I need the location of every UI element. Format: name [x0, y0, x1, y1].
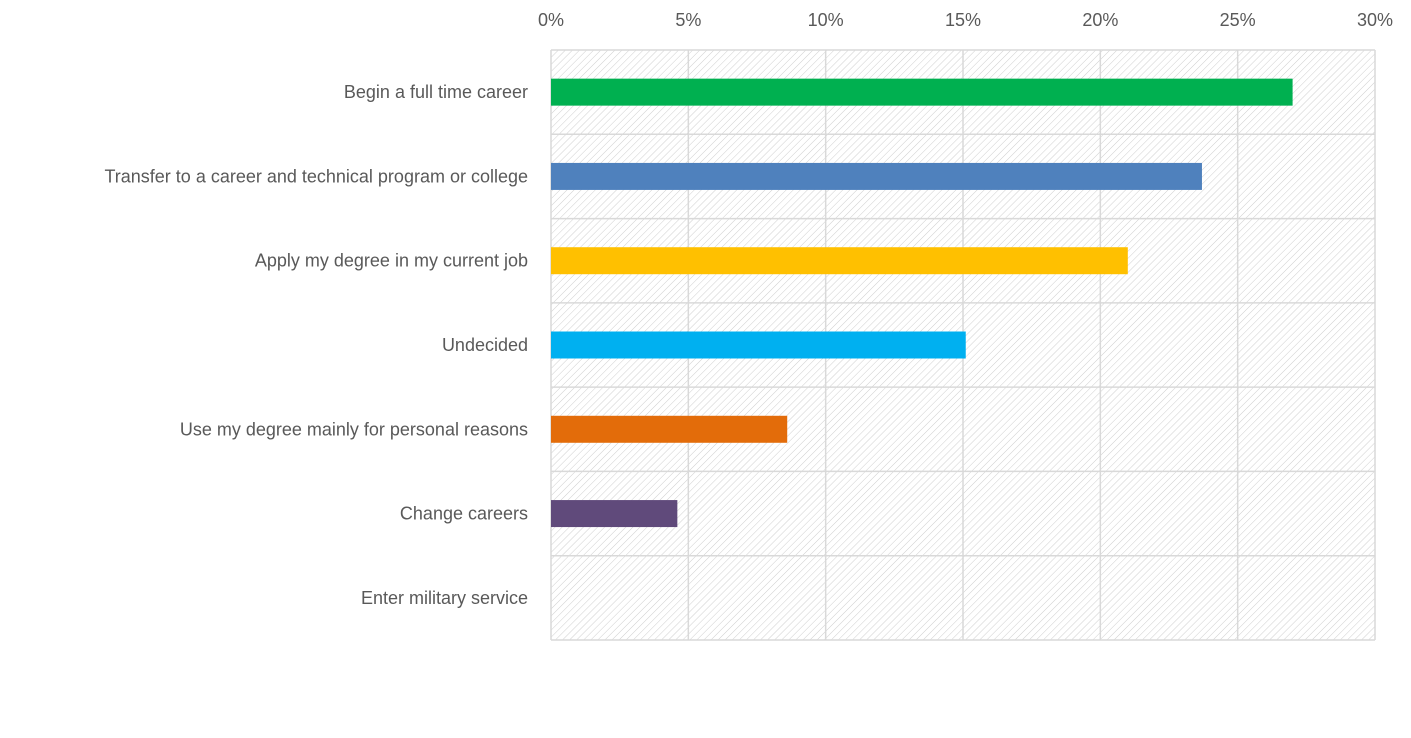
bar — [551, 500, 678, 528]
x-tick-label: 5% — [675, 10, 701, 30]
bar — [551, 331, 966, 359]
category-label: Begin a full time career — [344, 82, 528, 102]
x-tick-label: 0% — [538, 10, 564, 30]
category-label: Undecided — [442, 335, 528, 355]
category-labels: Begin a full time career Transfer to a ca… — [104, 82, 528, 608]
category-label: Transfer to a career and technical progr… — [104, 166, 528, 186]
category-label: Enter military service — [361, 588, 528, 608]
bar — [551, 162, 1202, 190]
bar — [551, 78, 1293, 106]
bar — [551, 247, 1128, 275]
x-axis-ticks: 0% 5% 10% 15% 20% 25% 30% — [538, 10, 1393, 30]
x-tick-label: 10% — [808, 10, 844, 30]
category-label: Apply my degree in my current job — [255, 251, 528, 271]
x-tick-label: 25% — [1220, 10, 1256, 30]
x-tick-label: 20% — [1082, 10, 1118, 30]
x-tick-label: 15% — [945, 10, 981, 30]
gridlines — [550, 49, 1376, 641]
category-label: Change careers — [400, 504, 528, 524]
x-tick-label: 30% — [1357, 10, 1393, 30]
bar — [551, 415, 788, 443]
category-label: Use my degree mainly for personal reason… — [180, 419, 528, 439]
bars — [551, 78, 1293, 528]
